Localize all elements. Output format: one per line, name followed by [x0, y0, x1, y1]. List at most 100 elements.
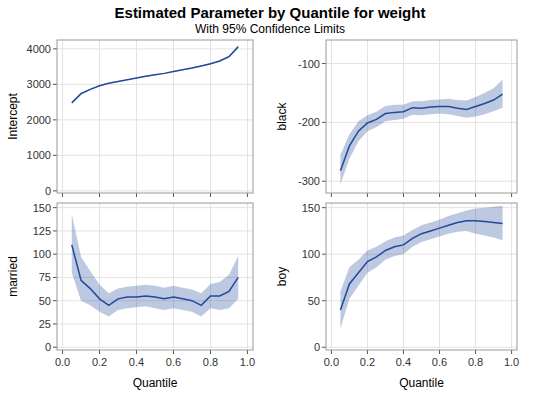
x-tick	[136, 350, 137, 354]
y-tick-label: 25	[39, 318, 51, 330]
x-tick	[511, 193, 512, 197]
panel: -300-200-100black	[275, 40, 517, 197]
confidence-band	[72, 45, 238, 104]
chart-subtitle: With 95% Confidence Limits	[195, 22, 345, 36]
x-grid-line	[511, 203, 512, 350]
estimate-line	[72, 245, 238, 305]
y-tick-label: -100	[298, 58, 320, 70]
x-grid-line	[511, 40, 512, 193]
y-tick-label: 150	[302, 202, 320, 214]
x-tick	[511, 350, 512, 354]
y-tick-label: -200	[298, 116, 320, 128]
data-group	[72, 45, 238, 104]
y-tick	[53, 119, 57, 120]
x-grid-line	[99, 203, 100, 350]
x-grid-line	[403, 203, 404, 350]
x-tick	[99, 193, 100, 197]
y-grid-line	[57, 190, 253, 191]
x-tick	[62, 193, 63, 197]
x-tick-label: 0.6	[432, 356, 447, 368]
x-axis-label: Quantile	[133, 376, 178, 390]
plot-background	[57, 203, 253, 350]
x-tick-label: 0.0	[324, 356, 339, 368]
x-tick	[136, 193, 137, 197]
y-grid-line	[57, 119, 253, 120]
x-grid-line	[99, 40, 100, 193]
x-tick	[247, 350, 248, 354]
x-grid-line	[247, 40, 248, 193]
y-tick	[53, 323, 57, 324]
y-tick	[322, 63, 326, 64]
x-grid-line	[62, 203, 63, 350]
y-tick-label: 4000	[27, 43, 51, 55]
y-tick-label: 125	[33, 225, 51, 237]
chart-title: Estimated Parameter by Quantile for weig…	[115, 4, 426, 21]
y-tick-label: 0	[314, 341, 320, 353]
y-tick-label: 100	[302, 248, 320, 260]
x-grid-line	[367, 203, 368, 350]
y-axis-label: black	[275, 101, 289, 130]
x-grid-line	[136, 40, 137, 193]
y-tick	[322, 207, 326, 208]
y-tick	[53, 207, 57, 208]
y-tick	[53, 190, 57, 191]
y-grid-line	[326, 122, 517, 123]
x-axis-label: Quantile	[399, 376, 444, 390]
x-tick	[403, 193, 404, 197]
x-grid-line	[331, 203, 332, 350]
x-grid-line	[136, 203, 137, 350]
data-group	[340, 79, 502, 184]
x-tick	[173, 193, 174, 197]
x-tick	[367, 350, 368, 354]
y-tick-label: 50	[308, 295, 320, 307]
y-axis-label: boy	[275, 267, 289, 286]
panel: 0.00.20.40.60.81.0050100150boyQuantile	[275, 202, 519, 390]
y-tick-label: 3000	[27, 78, 51, 90]
y-grid-line	[326, 63, 517, 64]
y-axis-label: Intercept	[6, 92, 20, 139]
plot-frame	[57, 203, 253, 350]
y-tick	[53, 230, 57, 231]
x-tick-label: 0.4	[396, 356, 411, 368]
y-grid-line	[57, 84, 253, 85]
y-grid-line	[326, 181, 517, 182]
x-grid-line	[62, 40, 63, 193]
y-tick	[53, 254, 57, 255]
x-tick-label: 0.4	[129, 356, 144, 368]
y-grid-line	[326, 347, 517, 348]
y-grid-line	[326, 254, 517, 255]
y-grid-line	[57, 155, 253, 156]
x-tick	[367, 193, 368, 197]
plot-frame	[326, 203, 517, 350]
y-grid-line	[57, 347, 253, 348]
y-tick-label: 0	[45, 185, 51, 197]
x-tick	[331, 350, 332, 354]
y-tick-label: 150	[33, 202, 51, 214]
y-tick-label: 2000	[27, 114, 51, 126]
x-tick	[331, 193, 332, 197]
x-tick-label: 1.0	[504, 356, 519, 368]
x-tick-label: 0.2	[92, 356, 107, 368]
data-group	[72, 214, 238, 316]
plot-background	[326, 203, 517, 350]
y-tick-label: 0	[45, 341, 51, 353]
x-tick	[62, 350, 63, 354]
x-tick	[403, 350, 404, 354]
panel: 01000200030004000Intercept	[6, 40, 253, 197]
y-tick-label: 100	[33, 248, 51, 260]
x-grid-line	[331, 40, 332, 193]
y-grid-line	[326, 300, 517, 301]
x-tick	[210, 193, 211, 197]
x-tick	[439, 193, 440, 197]
estimate-line	[340, 221, 502, 310]
plot-background	[57, 40, 253, 193]
y-grid-line	[57, 323, 253, 324]
y-tick	[322, 300, 326, 301]
panel: 0.00.20.40.60.81.00255075100125150marrie…	[6, 202, 255, 390]
y-tick	[53, 277, 57, 278]
x-tick	[247, 193, 248, 197]
x-tick	[439, 350, 440, 354]
y-grid-line	[57, 230, 253, 231]
y-grid-line	[57, 48, 253, 49]
x-tick-label: 1.0	[240, 356, 255, 368]
